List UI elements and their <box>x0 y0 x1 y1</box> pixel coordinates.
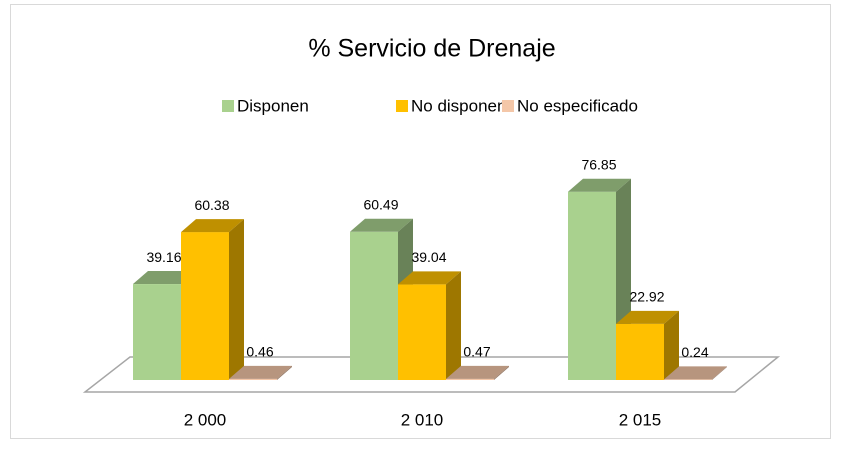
legend-label: Disponen <box>237 96 309 115</box>
bar-top <box>664 366 727 380</box>
bar-front <box>133 284 181 380</box>
bar-top <box>350 218 413 232</box>
bar-side <box>229 219 244 380</box>
x-tick-label: 2 015 <box>619 410 662 429</box>
data-label: 60.38 <box>194 197 229 213</box>
bar-side <box>712 366 727 380</box>
bar <box>616 310 679 380</box>
data-label: 76.85 <box>581 156 616 172</box>
chart-title: % Servicio de Drenaje <box>308 35 555 63</box>
bar-front <box>616 323 664 380</box>
bar-top <box>398 271 461 285</box>
bar-top <box>446 365 509 379</box>
bar-front <box>446 378 494 380</box>
legend-swatch <box>396 100 408 112</box>
bar-side <box>664 310 679 380</box>
x-tick-label: 2 010 <box>401 410 444 429</box>
data-label: 0.46 <box>246 344 273 360</box>
bar-front <box>664 379 712 380</box>
data-label: 0.47 <box>463 344 490 360</box>
x-tick-label: 2 000 <box>184 410 227 429</box>
bar <box>446 365 509 380</box>
bar-top <box>616 310 679 324</box>
data-label: 22.92 <box>629 289 664 305</box>
data-label: 60.49 <box>363 197 398 213</box>
data-label: 0.24 <box>681 344 708 360</box>
bar <box>181 219 244 380</box>
data-label: 39.04 <box>411 249 446 265</box>
bar-front <box>350 231 398 380</box>
legend-swatch <box>502 100 514 112</box>
bar-top <box>181 219 244 233</box>
bar <box>229 365 292 380</box>
bar <box>664 366 727 380</box>
bar-front <box>398 284 446 380</box>
data-label: 39.16 <box>146 249 181 265</box>
bar-side <box>446 271 461 380</box>
legend-label: No disponen <box>411 96 506 115</box>
bar-side <box>494 365 509 380</box>
legend-label: No especificado <box>517 96 638 115</box>
bar <box>398 271 461 380</box>
bar-side <box>277 365 292 380</box>
bar-front <box>229 378 277 380</box>
bar-front <box>181 232 229 380</box>
bar-top <box>229 365 292 379</box>
legend-swatch <box>222 100 234 112</box>
bar-top <box>133 271 196 285</box>
bar-front <box>568 191 616 380</box>
bar-top <box>568 178 631 192</box>
